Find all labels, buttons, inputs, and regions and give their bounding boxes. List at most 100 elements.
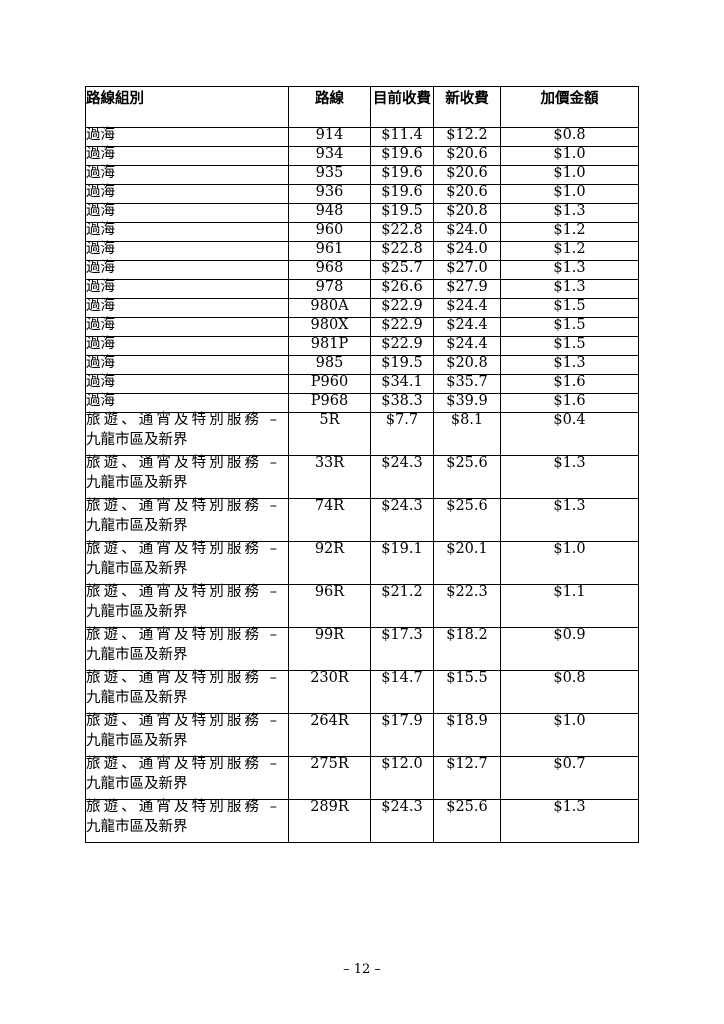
cell-route-group: 過海 [85,260,289,280]
column-header-new-fare: 新收費 [433,86,501,128]
cell-increase-amount: $1.2 [500,222,639,242]
route-group-label: 過海 [86,222,115,238]
route-group-label: 過海 [86,355,115,371]
cell-current-fare: $22.9 [370,298,434,318]
cell-route-number: 96R [288,584,371,628]
table-row: 過海 978 $26.6 $27.9 $1.3 [85,279,639,299]
cell-current-fare: $19.1 [370,541,434,585]
route-group-line-1: 旅遊、通宵及特別服務 – [86,756,277,772]
cell-current-fare: $34.1 [370,374,434,394]
cell-new-fare: $24.0 [433,241,501,261]
route-group-label: 過海 [86,184,115,200]
cell-route-group: 過海 [85,336,289,356]
cell-route-group: 過海 [85,165,289,185]
cell-current-fare: $17.3 [370,627,434,671]
cell-increase-amount: $1.3 [500,203,639,223]
cell-current-fare: $24.3 [370,498,434,542]
cell-new-fare: $24.4 [433,336,501,356]
column-header-current-fare: 目前收費 [370,86,434,128]
cell-route-number: 33R [288,455,371,499]
route-group-line-2: 九龍市區及新界 [86,775,188,792]
cell-new-fare: $24.0 [433,222,501,242]
cell-new-fare: $39.9 [433,393,501,413]
cell-route-group: 過海 [85,393,289,413]
cell-route-number: P968 [288,393,371,413]
cell-increase-amount: $1.0 [500,713,639,757]
cell-route-group: 旅遊、通宵及特別服務 – 九龍市區及新界 [85,584,289,628]
table-row: 過海 980A $22.9 $24.4 $1.5 [85,298,639,318]
cell-route-group: 過海 [85,127,289,147]
column-header-route: 路線 [288,86,371,128]
cell-new-fare: $20.6 [433,184,501,204]
cell-new-fare: $12.2 [433,127,501,147]
cell-current-fare: $24.3 [370,455,434,499]
cell-route-group: 旅遊、通宵及特別服務 – 九龍市區及新界 [85,670,289,714]
route-group-line-2: 九龍市區及新界 [86,818,188,835]
cell-new-fare: $22.3 [433,584,501,628]
bus-fare-table: 路線組別 路線 目前收費 新收費 加價金額 過海 914 $11.4 $12.2 $0.… [85,86,639,843]
cell-current-fare: $14.7 [370,670,434,714]
cell-increase-amount: $1.5 [500,336,639,356]
table-row: 過海 968 $25.7 $27.0 $1.3 [85,260,639,280]
table-row: 旅遊、通宵及特別服務 – 九龍市區及新界 92R $19.1 $20.1 $1.0 [85,541,639,585]
route-group-label: 過海 [86,203,115,219]
cell-route-group: 旅遊、通宵及特別服務 – 九龍市區及新界 [85,455,289,499]
cell-increase-amount: $1.3 [500,799,639,843]
cell-new-fare: $12.7 [433,756,501,800]
route-group-label: 過海 [86,336,115,352]
cell-new-fare: $24.4 [433,317,501,337]
cell-route-group: 過海 [85,374,289,394]
cell-current-fare: $22.9 [370,336,434,356]
route-group-line-1: 旅遊、通宵及特別服務 – [86,412,277,428]
table-header-row: 路線組別 路線 目前收費 新收費 加價金額 [85,86,639,128]
table-row: 旅遊、通宵及特別服務 – 九龍市區及新界 264R $17.9 $18.9 $1.0 [85,713,639,757]
cell-route-number: 230R [288,670,371,714]
route-group-line-1: 旅遊、通宵及特別服務 – [86,627,277,643]
cell-route-number: 914 [288,127,371,147]
cell-route-number: 936 [288,184,371,204]
route-group-line-2: 九龍市區及新界 [86,603,188,620]
cell-new-fare: $15.5 [433,670,501,714]
cell-current-fare: $19.6 [370,165,434,185]
cell-route-group: 旅遊、通宵及特別服務 – 九龍市區及新界 [85,756,289,800]
cell-current-fare: $7.7 [370,412,434,456]
cell-increase-amount: $0.9 [500,627,639,671]
table-row: 過海 914 $11.4 $12.2 $0.8 [85,127,639,147]
route-group-line-2: 九龍市區及新界 [86,474,188,491]
cell-route-group: 旅遊、通宵及特別服務 – 九龍市區及新界 [85,541,289,585]
table-row: 過海 960 $22.8 $24.0 $1.2 [85,222,639,242]
route-group-line-2: 九龍市區及新界 [86,689,188,706]
cell-current-fare: $17.9 [370,713,434,757]
route-group-label: 過海 [86,298,115,314]
route-group-line-1: 旅遊、通宵及特別服務 – [86,498,277,514]
cell-current-fare: $19.6 [370,146,434,166]
route-group-line-2: 九龍市區及新界 [86,431,188,448]
cell-increase-amount: $1.0 [500,165,639,185]
cell-route-group: 過海 [85,241,289,261]
route-group-line-1: 旅遊、通宵及特別服務 – [86,713,277,729]
cell-current-fare: $22.9 [370,317,434,337]
cell-route-number: 99R [288,627,371,671]
table-body: 過海 914 $11.4 $12.2 $0.8 過海 934 $19.6 $20.6 $1.0 過海… [85,127,639,843]
cell-increase-amount: $1.3 [500,498,639,542]
cell-new-fare: $20.6 [433,165,501,185]
table-row: 旅遊、通宵及特別服務 – 九龍市區及新界 289R $24.3 $25.6 $1.3 [85,799,639,843]
cell-new-fare: $25.6 [433,799,501,843]
cell-increase-amount: $1.3 [500,455,639,499]
column-header-increase: 加價金額 [500,86,639,128]
cell-new-fare: $8.1 [433,412,501,456]
cell-current-fare: $19.5 [370,203,434,223]
cell-route-number: 980A [288,298,371,318]
table-row: 旅遊、通宵及特別服務 – 九龍市區及新界 275R $12.0 $12.7 $0.7 [85,756,639,800]
route-group-line-1: 旅遊、通宵及特別服務 – [86,670,277,686]
cell-new-fare: $20.8 [433,203,501,223]
route-group-label: 過海 [86,393,115,409]
cell-route-group: 旅遊、通宵及特別服務 – 九龍市區及新界 [85,412,289,456]
route-group-label: 過海 [86,279,115,295]
cell-increase-amount: $1.3 [500,279,639,299]
cell-route-group: 旅遊、通宵及特別服務 – 九龍市區及新界 [85,799,289,843]
table-row: 過海 948 $19.5 $20.8 $1.3 [85,203,639,223]
table-header: 路線組別 路線 目前收費 新收費 加價金額 [85,86,639,128]
cell-route-group: 過海 [85,203,289,223]
cell-new-fare: $20.6 [433,146,501,166]
